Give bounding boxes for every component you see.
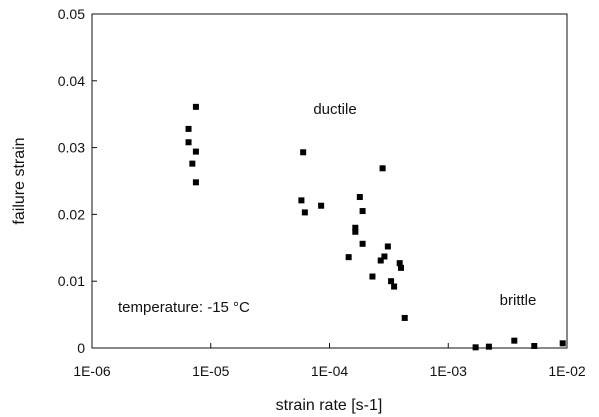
data-point [559, 340, 566, 347]
y-tick-label: 0 [77, 340, 85, 356]
data-point [356, 194, 363, 201]
y-tick-label: 0.04 [58, 73, 85, 89]
data-point [388, 278, 395, 285]
data-point [472, 344, 479, 351]
annotation-temperature: temperature: -15 °C [118, 299, 250, 316]
x-axis: 1E-06 1E-05 1E-04 1E-03 1E-02 [73, 343, 586, 379]
data-point [352, 228, 359, 235]
annotation-brittle: brittle [500, 292, 537, 309]
x-tick-label: 1E-04 [311, 363, 349, 379]
data-point [379, 165, 386, 172]
y-tick-label: 0.02 [58, 206, 85, 222]
data-point [396, 260, 403, 267]
data-point [298, 197, 305, 204]
data-point [401, 314, 408, 321]
data-point [369, 273, 376, 280]
y-axis-label: failure strain [11, 137, 28, 224]
data-point [301, 209, 308, 216]
data-point [485, 343, 492, 350]
x-tick-label: 1E-06 [73, 363, 111, 379]
data-point [192, 179, 199, 186]
data-point [381, 253, 388, 260]
data-point [300, 149, 307, 156]
y-axis: 0 0.01 0.02 0.03 0.04 0.05 [58, 6, 97, 356]
y-tick-label: 0.03 [58, 140, 85, 156]
data-point [511, 337, 518, 344]
data-point [192, 148, 199, 155]
y-tick-label: 0.05 [58, 6, 85, 22]
annotation-ductile: ductile [313, 101, 356, 118]
data-point [359, 208, 366, 215]
data-point [352, 224, 359, 231]
data-point [345, 254, 352, 261]
data-point [185, 125, 192, 132]
plot-area-frame [91, 13, 568, 349]
data-point [397, 264, 404, 271]
data-point [189, 160, 196, 167]
data-point [318, 202, 325, 209]
y-tick-label: 0.01 [58, 273, 85, 289]
x-tick-label: 1E-03 [430, 363, 468, 379]
data-point [384, 243, 391, 250]
data-point [192, 103, 199, 110]
data-point [377, 257, 384, 264]
data-point [391, 283, 398, 290]
x-axis-label: strain rate [s-1] [276, 397, 383, 414]
data-points [185, 103, 566, 351]
x-tick-label: 1E-02 [548, 363, 586, 379]
data-point [359, 240, 366, 247]
data-point [185, 139, 192, 146]
x-tick-label: 1E-05 [192, 363, 230, 379]
data-point [531, 342, 538, 349]
